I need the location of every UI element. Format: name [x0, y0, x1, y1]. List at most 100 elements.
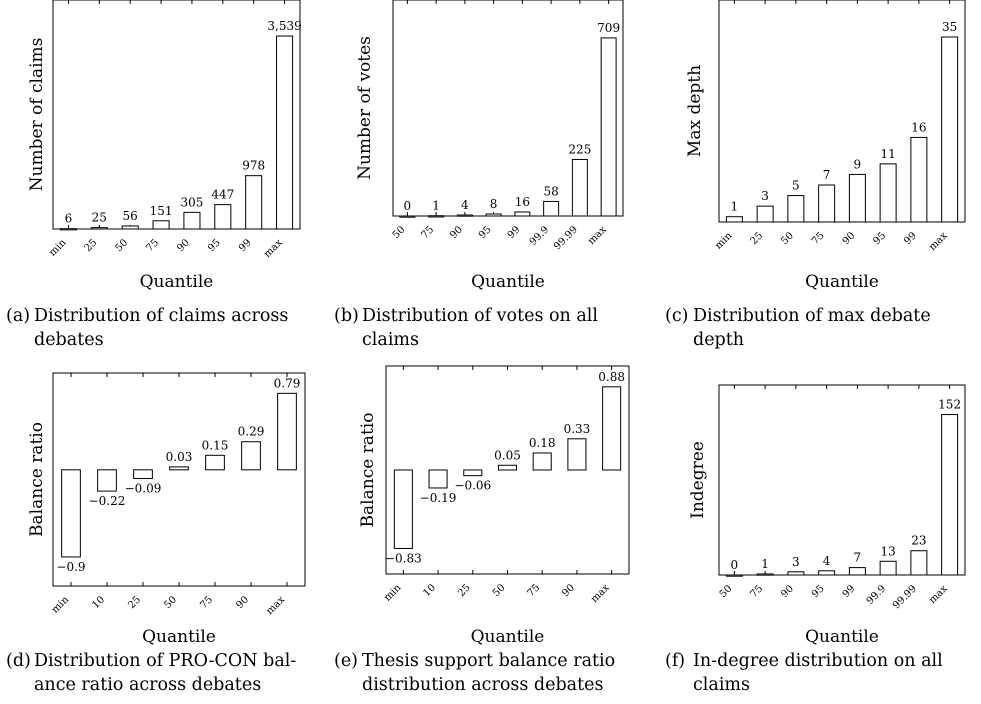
- chart-panel-e: −0.83 min −0.19 10 −0.06 25 0.05 50 0.18 75 0.33 90…: [334, 365, 630, 695]
- bar-75: [532, 452, 552, 471]
- x-tick-label: 99.99: [891, 583, 919, 611]
- bar-25: [133, 469, 153, 480]
- caption-line: Distribution of claims across: [34, 306, 288, 326]
- bar-25: [463, 469, 483, 477]
- bar-value-label: −0.9: [56, 560, 85, 574]
- x-tick-label: 90: [560, 582, 577, 599]
- x-tick-label: 95: [871, 230, 888, 247]
- x-tick-label: 99: [237, 237, 254, 254]
- bar-95: [818, 570, 836, 576]
- bar-90: [241, 441, 261, 471]
- bar-value-label: 16: [911, 120, 926, 134]
- bar-value-label: 3: [792, 555, 800, 569]
- x-tick-label: 50: [491, 582, 508, 599]
- caption-tag: (e): [334, 651, 358, 671]
- bar-90: [567, 438, 587, 471]
- bar-25: [756, 205, 774, 223]
- bar-value-label: 5: [792, 179, 800, 193]
- caption-line: Distribution of votes on all: [362, 306, 598, 326]
- bar-value-label: 56: [123, 209, 138, 223]
- caption-line: debates: [34, 330, 104, 350]
- bar-50: [497, 464, 518, 471]
- bar-95: [214, 204, 232, 230]
- bar-value-label: 0.88: [598, 370, 625, 384]
- bar-value-label: 13: [880, 544, 895, 558]
- caption-tag: (d): [6, 651, 31, 671]
- x-tick-label: 99.9: [865, 583, 889, 607]
- bar-value-label: 305: [180, 195, 203, 209]
- x-tick-label: max: [264, 594, 287, 617]
- x-tick-label: max: [262, 237, 285, 260]
- chart-panel-c: 1 min 3 25 5 50 7 75 9 90 11 95 16 99 35 max Quantile Max…: [665, 0, 966, 350]
- caption-tag: (b): [334, 306, 359, 326]
- bar-value-label: −0.09: [125, 482, 162, 496]
- bar-value-label: 35: [942, 20, 957, 34]
- bar-value-label: 7: [854, 551, 862, 565]
- bar-value-label: 0.33: [564, 422, 591, 436]
- bar-value-label: −0.19: [420, 491, 457, 505]
- x-tick-label: 95: [810, 583, 827, 600]
- x-tick-label: 10: [90, 594, 107, 611]
- x-tick-label: 50: [114, 237, 131, 254]
- bar-value-label: 0: [404, 199, 412, 213]
- x-axis-label: Quantile: [805, 272, 879, 292]
- caption-line: Thesis support balance ratio: [362, 651, 615, 671]
- bar-value-label: 11: [880, 147, 895, 161]
- bar-50: [399, 215, 416, 218]
- bar-99: [514, 211, 531, 217]
- y-axis-label: Balance ratio: [358, 413, 378, 528]
- bar-value-label: −0.22: [89, 494, 126, 508]
- bar-value-label: 25: [92, 211, 107, 225]
- bar-99.99: [571, 158, 588, 217]
- bar-value-label: 16: [515, 195, 530, 209]
- x-tick-label: min: [382, 582, 404, 604]
- plot-frame: [392, 0, 624, 217]
- x-tick-label: 50: [162, 594, 179, 611]
- bar-min: [725, 216, 743, 223]
- bar-value-label: −0.83: [385, 551, 422, 565]
- bar-value-label: 0.18: [529, 436, 556, 450]
- x-tick-label: max: [589, 582, 612, 605]
- x-tick-label: 99: [841, 583, 858, 600]
- x-tick-label: 75: [810, 230, 827, 247]
- bar-value-label: 225: [568, 142, 591, 156]
- x-tick-label: 90: [234, 594, 251, 611]
- x-tick-label: 99.99: [552, 224, 580, 252]
- caption-tag: (f): [665, 651, 685, 671]
- caption-line: depth: [693, 330, 744, 350]
- y-axis-label: Indegree: [688, 441, 708, 519]
- x-tick-label: 25: [456, 582, 473, 599]
- chart-panel-f: 0 50 1 75 3 90 4 95 7 99 13 99.9 23 99.99 152 max Quanti…: [665, 384, 966, 695]
- x-axis-label: Quantile: [140, 272, 214, 292]
- bar-value-label: 23: [911, 534, 926, 548]
- bar-75: [205, 454, 225, 471]
- caption-line: Distribution of PRO-CON bal-: [34, 651, 296, 671]
- x-tick-label: 90: [841, 230, 858, 247]
- bar-10: [428, 469, 448, 489]
- caption-line: In-degree distribution on all: [693, 651, 943, 671]
- bar-max: [600, 37, 617, 217]
- bar-75: [756, 573, 774, 576]
- x-tick-label: 25: [83, 237, 100, 254]
- bar-value-label: 152: [938, 398, 961, 412]
- bar-value-label: 0.05: [494, 448, 521, 462]
- chart-panel-a: 6 min 25 25 56 50 151 75 305 90 447 95 978 99 3,539 max…: [6, 0, 302, 350]
- bar-value-label: 3,539: [267, 19, 301, 33]
- x-tick-label: 75: [419, 224, 436, 241]
- caption-tag: (c): [665, 306, 688, 326]
- x-tick-label: max: [927, 583, 950, 606]
- x-axis-label: Quantile: [805, 627, 879, 647]
- bar-value-label: 9: [854, 157, 862, 171]
- bar-75: [818, 184, 836, 223]
- bar-value-label: 0.79: [274, 376, 301, 390]
- caption-line: distribution across debates: [362, 675, 603, 695]
- bar-10: [97, 469, 117, 492]
- caption-line: claims: [362, 330, 419, 350]
- x-axis-label: Quantile: [471, 627, 545, 647]
- bar-min: [59, 228, 77, 231]
- bar-value-label: 3: [761, 189, 769, 203]
- bar-value-label: 978: [242, 159, 265, 173]
- x-tick-label: 99: [506, 224, 523, 241]
- bar-value-label: 6: [65, 212, 73, 226]
